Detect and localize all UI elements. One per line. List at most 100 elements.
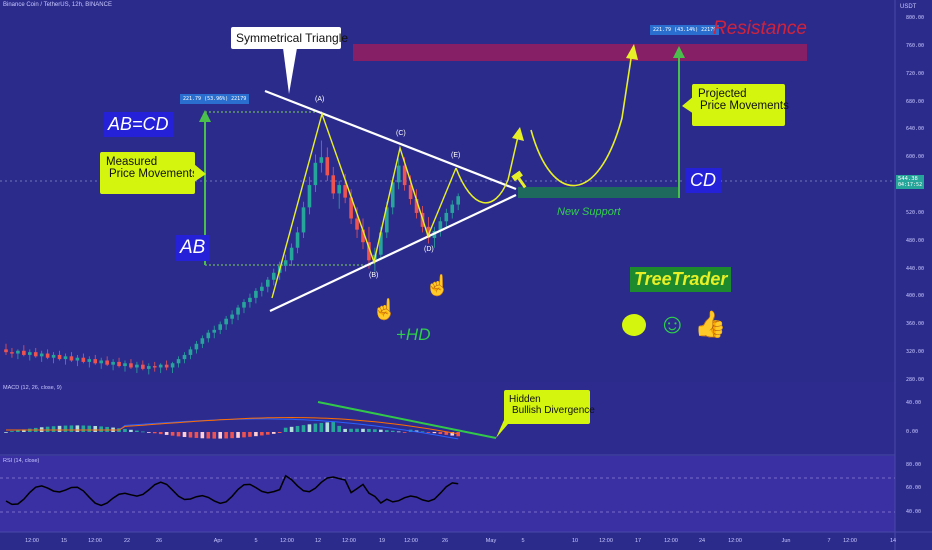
candle-body	[158, 364, 163, 368]
candle-body	[218, 324, 222, 330]
candle-body	[16, 350, 20, 354]
price-tick: 760.00	[906, 42, 925, 49]
candle-body	[331, 175, 336, 194]
rsi-label: RSI (14, close)	[3, 458, 40, 464]
macd-bar	[438, 432, 443, 435]
candle-body	[188, 349, 193, 355]
macd-tick: 40.00	[906, 400, 922, 406]
projected-callout: Projected Price Movements	[692, 84, 789, 126]
time-tick: 5	[254, 538, 258, 544]
signal-line	[6, 416, 459, 435]
cd-label: CD	[685, 168, 721, 193]
candle-body	[396, 165, 401, 183]
candle-body	[319, 157, 324, 163]
candle-body	[111, 361, 115, 365]
macd-bar	[230, 432, 234, 439]
macd-bar	[93, 425, 98, 432]
projected-arrowhead-b	[626, 44, 638, 60]
time-tick: 5	[521, 538, 525, 544]
macd-tick: 0.00	[906, 429, 919, 435]
macd-bar	[188, 432, 193, 438]
projected-path-b	[530, 51, 633, 187]
price-tick: 720.00	[906, 70, 925, 77]
time-tick: 12:00	[25, 538, 39, 544]
measure-tag-right: 221.79 (43.14%) 22179	[650, 25, 720, 35]
macd-bar	[396, 431, 401, 433]
candle-body	[343, 185, 347, 198]
macd-bar	[414, 430, 419, 432]
candle-body	[69, 356, 74, 361]
measured-callout-tail	[194, 164, 206, 182]
hammer-icon	[511, 170, 527, 189]
time-tick: 12:00	[342, 538, 356, 544]
macd-bar	[141, 431, 145, 433]
macd-panel	[0, 382, 895, 454]
time-tick: 10	[571, 538, 579, 544]
candle-body	[123, 363, 127, 367]
macd-bar	[51, 426, 56, 432]
projected-line2: Price Movements	[700, 100, 789, 112]
candle-body	[271, 272, 276, 280]
time-tick: 12:00	[280, 538, 294, 544]
rsi-panel	[0, 456, 895, 532]
candle-body	[408, 185, 413, 199]
measure-tag-left: 221.79 (53.96%) 22179	[180, 94, 250, 104]
candle-body	[87, 359, 92, 362]
candle-body	[57, 354, 62, 360]
projected-callout-tail	[682, 96, 694, 114]
candle-body	[426, 226, 431, 238]
candle-body	[349, 197, 353, 219]
time-tick: 12:00	[664, 538, 678, 544]
resistance-label: Resistance	[713, 18, 807, 39]
macd-bar	[456, 432, 460, 437]
time-tick: 7	[827, 538, 831, 544]
candle-body	[28, 352, 32, 355]
ab-arrowhead	[199, 110, 211, 122]
currency-label: USDT	[900, 4, 917, 10]
macd-bar	[289, 426, 294, 432]
candle-body	[10, 352, 14, 354]
triangle-upper-line	[264, 89, 517, 191]
candle-body	[337, 185, 341, 194]
time-tick: 12:00	[599, 538, 613, 544]
candle-body	[176, 359, 181, 364]
candle-body	[212, 329, 217, 333]
macd-bar	[260, 432, 264, 436]
candle-body	[325, 157, 330, 176]
price-tick: 800.00	[906, 15, 925, 21]
macd-label: MACD (12, 26, close, 9)	[3, 385, 62, 391]
macd-bar	[194, 432, 199, 438]
macd-bar	[271, 432, 276, 434]
pointing-hand-icon: ☝	[372, 299, 397, 321]
cd-arrowhead	[673, 46, 685, 58]
candle-body	[200, 338, 205, 344]
macd-bar	[349, 428, 353, 432]
candle-body	[152, 366, 157, 368]
macd-series	[4, 416, 460, 440]
projected-path-a	[455, 131, 520, 204]
support-band	[518, 187, 680, 198]
abcd-label: AB=CD	[104, 112, 173, 137]
candle-body	[450, 204, 455, 213]
treetrader-badge: TreeTrader	[630, 267, 732, 292]
macd-bar	[385, 430, 389, 432]
speech-bubble-icon	[622, 314, 646, 336]
wave-zigzag	[271, 111, 457, 299]
candle-body	[75, 357, 80, 361]
time-tick: 14	[889, 538, 897, 544]
candle-body	[129, 363, 133, 368]
price-tick: 680.00	[906, 98, 925, 105]
candle-body	[206, 332, 211, 339]
hidden-line2: Bullish Divergence	[512, 405, 595, 416]
ab-label: AB	[176, 235, 210, 261]
macd-bar	[420, 431, 425, 433]
wave-label-a: (A)	[315, 96, 325, 103]
wave-label-b: (B)	[369, 272, 379, 279]
macd-bar	[22, 429, 26, 432]
macd-bar	[63, 425, 68, 432]
macd-bar	[307, 424, 312, 432]
time-tick: 24	[698, 538, 706, 544]
macd-bar	[57, 425, 62, 432]
time-tick: 26	[155, 538, 163, 544]
